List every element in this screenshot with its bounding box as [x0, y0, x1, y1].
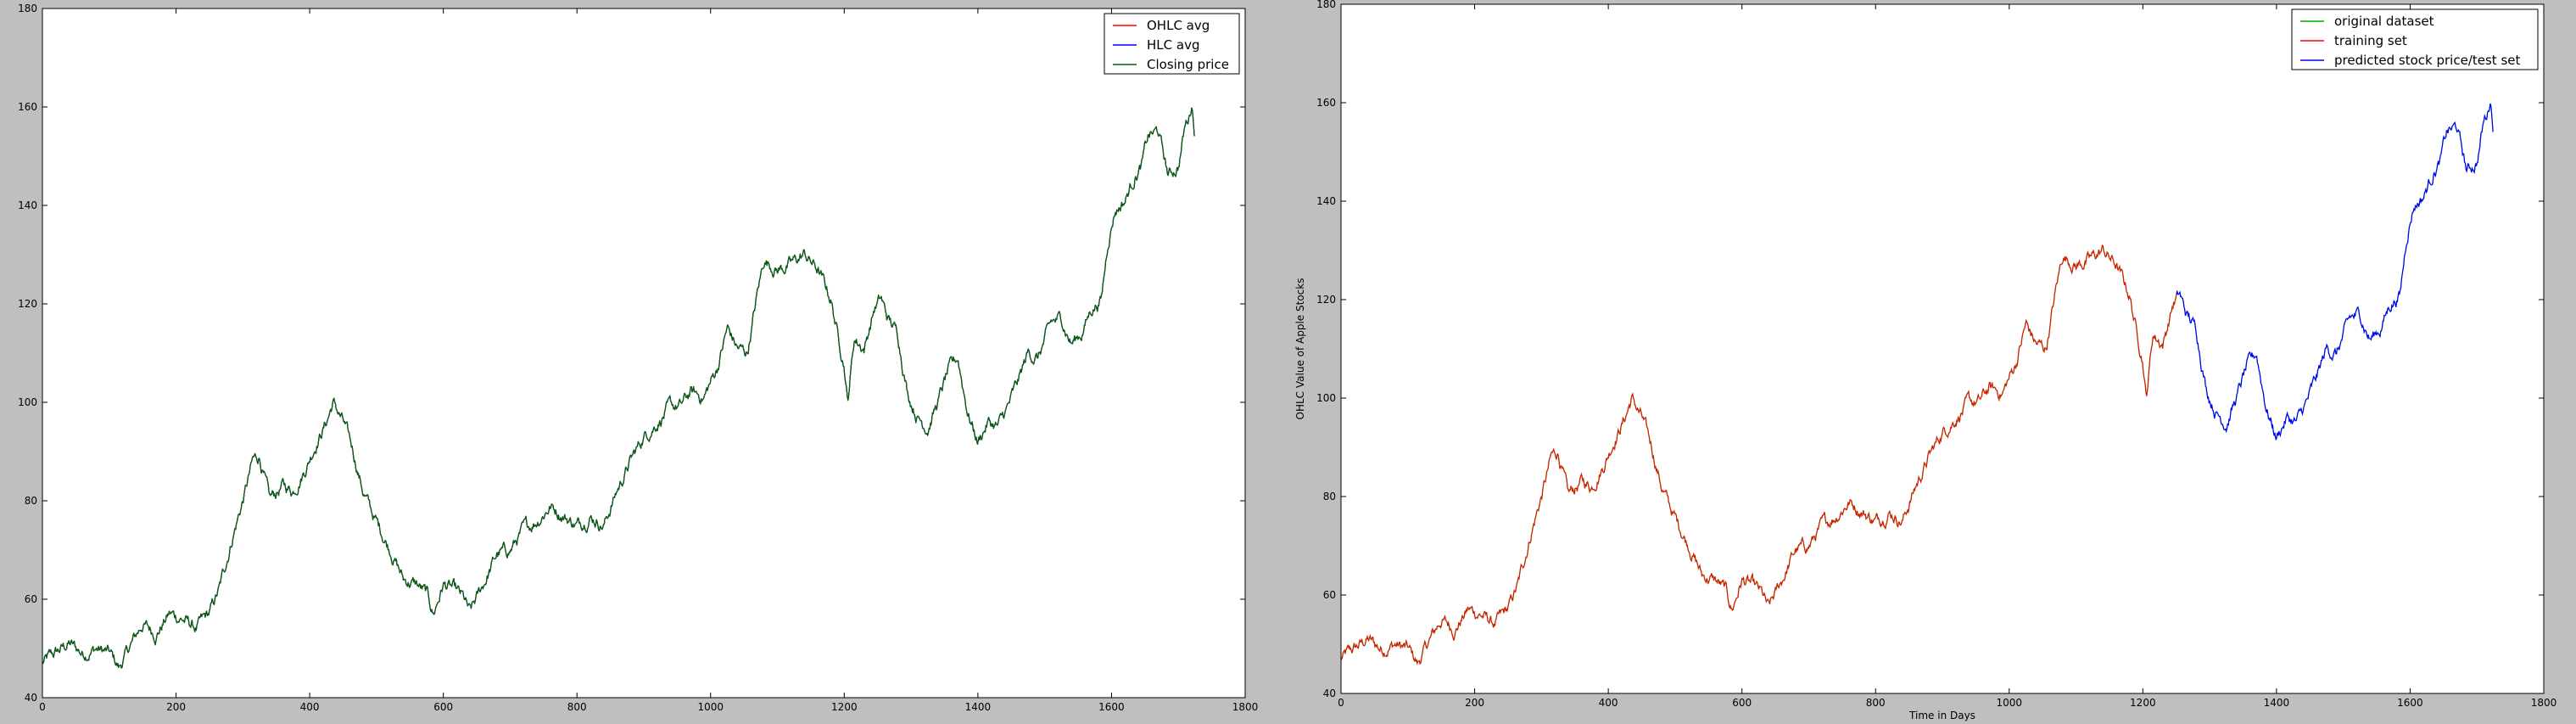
chart2-y-tick-label: 100 — [1316, 392, 1336, 404]
chart1-legend-box — [1104, 13, 1240, 75]
chart2-y-tick-label: 60 — [1323, 589, 1336, 601]
chart2-legend-box — [2291, 8, 2539, 70]
chart2-x-tick-label: 0 — [1338, 697, 1344, 709]
chart1-x-tick-label: 1800 — [1232, 701, 1259, 713]
chart1-y-tick-label: 140 — [18, 199, 37, 211]
chart1-x-tick-label: 400 — [300, 701, 320, 713]
chart2-x-tick-label: 1800 — [2531, 697, 2557, 709]
chart1-panel: 0 200 400 600 800 1000 1200 1400 1600 1800 40 60 80 1… — [18, 3, 1258, 713]
chart1-x-tick-label: 600 — [433, 701, 453, 713]
chart2-series-line-1 — [1340, 244, 2177, 665]
chart2-series-line-2 — [2176, 103, 2494, 441]
chart2-axes-frame — [1340, 3, 2545, 694]
chart1-legend-label-2: Closing price — [1147, 57, 1229, 72]
chart1-y-tick-label: 40 — [25, 692, 37, 704]
chart2-legend: original dataset training set predicted st… — [2291, 8, 2539, 70]
chart2-x-tick-label: 400 — [1599, 697, 1618, 709]
chart1-x-tick-label: 1600 — [1098, 701, 1125, 713]
chart1-x-tick-label: 200 — [166, 701, 186, 713]
chart1-axes-frame — [42, 8, 1246, 699]
chart2-legend-label-1: training set — [2334, 33, 2407, 48]
chart1-x-tick-label: 1000 — [698, 701, 724, 713]
chart1-y-tick-label: 60 — [25, 593, 37, 605]
chart1-x-tick-label: 1400 — [965, 701, 992, 713]
chart2-y-tick-label: 160 — [1316, 97, 1336, 109]
chart1-y-tick-label: 160 — [18, 101, 37, 113]
chart2-y-tick-label: 40 — [1323, 688, 1336, 699]
chart1-y-tick-label: 80 — [25, 495, 37, 507]
chart2-y-axis-label: OHLC Value of Apple Stocks — [1294, 278, 1306, 420]
chart2-panel: 0 200 400 600 800 1000 1200 1400 1600 1800 40 60 80 1… — [1294, 0, 2556, 721]
chart2-y-tick-label: 140 — [1316, 195, 1336, 207]
chart1-x-tick-label: 800 — [567, 701, 587, 713]
chart1-x-tick-label: 1200 — [831, 701, 858, 713]
chart2-x-tick-label: 1600 — [2397, 697, 2423, 709]
chart2-y-tick-label: 80 — [1323, 491, 1336, 502]
chart1-y-tick-label: 180 — [18, 3, 37, 14]
chart2-x-tick-label: 1200 — [2130, 697, 2156, 709]
chart2-plot-area — [1341, 4, 2544, 693]
chart1-legend: OHLC avg HLC avg Closing price — [1104, 13, 1240, 75]
chart2-x-tick-label: 200 — [1465, 697, 1484, 709]
chart1-y-tick-label: 120 — [18, 298, 37, 310]
chart1-legend-label-1: HLC avg — [1147, 37, 1199, 53]
chart2-x-tick-label: 600 — [1732, 697, 1752, 709]
chart2-y-tick-label: 120 — [1316, 294, 1336, 306]
chart2-y-tick-label: 180 — [1316, 0, 1336, 10]
chart1-x-tick-label: 0 — [39, 701, 46, 713]
chart1-legend-label-0: OHLC avg — [1147, 18, 1210, 33]
chart2-x-tick-label: 1400 — [2264, 697, 2290, 709]
chart1-y-tick-label: 100 — [18, 396, 37, 408]
chart2-x-tick-label: 800 — [1866, 697, 1886, 709]
chart2-x-tick-label: 1000 — [1997, 697, 2023, 709]
chart2-x-axis-label: Time in Days — [1908, 710, 1975, 721]
chart1-series-line-2 — [42, 107, 1195, 669]
chart2-legend-label-0: original dataset — [2334, 14, 2434, 29]
chart2-legend-label-2: predicted stock price/test set — [2334, 53, 2521, 68]
chart1-plot-area — [42, 8, 1245, 698]
